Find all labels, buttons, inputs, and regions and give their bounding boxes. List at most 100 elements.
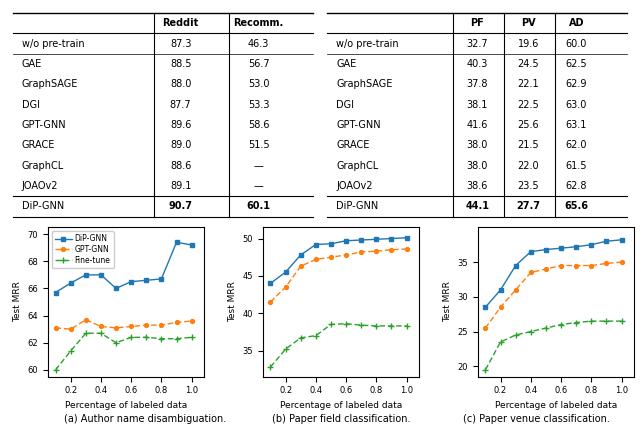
Text: PF: PF — [470, 18, 484, 28]
Fine-tune — [342, 321, 350, 326]
GPT-GNN — [618, 259, 625, 265]
Text: 24.5: 24.5 — [518, 59, 539, 69]
GPT-GNN — [542, 266, 550, 271]
GPT-GNN — [52, 325, 60, 330]
Text: —: — — [253, 161, 264, 171]
DiP-GNN — [52, 290, 60, 295]
Text: 61.5: 61.5 — [566, 161, 587, 171]
Text: (b) Paper field classification.: (b) Paper field classification. — [271, 414, 410, 424]
GPT-GNN — [602, 261, 610, 266]
GPT-GNN — [388, 247, 396, 252]
Text: 53.3: 53.3 — [248, 100, 269, 110]
Text: 88.0: 88.0 — [170, 79, 191, 89]
Text: 62.8: 62.8 — [566, 181, 587, 191]
GPT-GNN — [497, 305, 504, 310]
GPT-GNN — [267, 300, 275, 305]
Text: 60.0: 60.0 — [566, 39, 587, 48]
Text: 56.7: 56.7 — [248, 59, 269, 69]
Text: 62.0: 62.0 — [566, 140, 587, 150]
Y-axis label: Test MRR: Test MRR — [13, 281, 22, 323]
Fine-tune — [282, 346, 289, 352]
Text: 63.0: 63.0 — [566, 100, 587, 110]
Text: GraphCL: GraphCL — [337, 161, 379, 171]
DiP-GNN — [67, 281, 74, 286]
DiP-GNN — [297, 252, 305, 258]
DiP-GNN — [618, 237, 625, 242]
Text: Recomm.: Recomm. — [234, 18, 284, 28]
Line: DiP-GNN: DiP-GNN — [483, 238, 623, 309]
GPT-GNN — [67, 326, 74, 332]
DiP-GNN — [403, 235, 410, 240]
DiP-GNN — [157, 276, 165, 281]
DiP-GNN — [481, 305, 489, 310]
Text: (a) Author name disambiguation.: (a) Author name disambiguation. — [65, 414, 227, 424]
DiP-GNN — [97, 272, 105, 278]
Y-axis label: Test MRR: Test MRR — [443, 281, 452, 323]
Text: DiP-GNN: DiP-GNN — [337, 201, 379, 211]
Fine-tune — [188, 335, 195, 340]
Fine-tune — [52, 367, 60, 372]
Text: 88.6: 88.6 — [170, 161, 191, 171]
Fine-tune — [512, 333, 520, 338]
Fine-tune — [67, 348, 74, 353]
Line: GPT-GNN: GPT-GNN — [483, 260, 623, 330]
DiP-GNN — [372, 237, 380, 242]
DiP-GNN — [357, 237, 365, 242]
Text: JOAOv2: JOAOv2 — [22, 181, 58, 191]
Text: GPT-GNN: GPT-GNN — [337, 120, 381, 130]
Fine-tune — [267, 365, 275, 370]
GPT-GNN — [282, 284, 289, 290]
DiP-GNN — [143, 278, 150, 283]
GPT-GNN — [297, 264, 305, 269]
Text: 19.6: 19.6 — [518, 39, 539, 48]
Text: —: — — [253, 181, 264, 191]
Text: GraphCL: GraphCL — [22, 161, 64, 171]
Text: 46.3: 46.3 — [248, 39, 269, 48]
GPT-GNN — [342, 252, 350, 258]
DiP-GNN — [572, 244, 580, 249]
Text: 62.5: 62.5 — [565, 59, 587, 69]
Text: PV: PV — [521, 18, 536, 28]
Text: 58.6: 58.6 — [248, 120, 269, 130]
Text: w/o pre-train: w/o pre-train — [22, 39, 84, 48]
Fine-tune — [497, 339, 504, 345]
Line: DiP-GNN: DiP-GNN — [269, 236, 408, 285]
DiP-GNN — [173, 239, 180, 245]
DiP-GNN — [512, 263, 520, 268]
Text: 27.7: 27.7 — [516, 201, 540, 211]
Text: 21.5: 21.5 — [518, 140, 539, 150]
Legend: DiP-GNN, GPT-GNN, Fine-tune: DiP-GNN, GPT-GNN, Fine-tune — [52, 231, 114, 268]
Text: GraphSAGE: GraphSAGE — [337, 79, 393, 89]
GPT-GNN — [127, 324, 135, 329]
Fine-tune — [403, 323, 410, 329]
Fine-tune — [602, 319, 610, 324]
DiP-GNN — [267, 281, 275, 286]
GPT-GNN — [312, 257, 320, 262]
Text: 38.0: 38.0 — [467, 140, 488, 150]
Text: 37.8: 37.8 — [467, 79, 488, 89]
GPT-GNN — [372, 249, 380, 254]
Line: Fine-tune: Fine-tune — [268, 321, 410, 370]
GPT-GNN — [82, 317, 90, 322]
Text: w/o pre-train: w/o pre-train — [337, 39, 399, 48]
Fine-tune — [588, 319, 595, 324]
Text: 23.5: 23.5 — [518, 181, 539, 191]
Fine-tune — [357, 323, 365, 328]
Fine-tune — [618, 319, 625, 324]
Text: 22.0: 22.0 — [518, 161, 539, 171]
Text: 38.0: 38.0 — [467, 161, 488, 171]
Text: 22.5: 22.5 — [517, 100, 539, 110]
Text: 87.3: 87.3 — [170, 39, 191, 48]
DiP-GNN — [342, 238, 350, 243]
Fine-tune — [112, 340, 120, 346]
Text: 41.6: 41.6 — [467, 120, 488, 130]
GPT-GNN — [188, 318, 195, 323]
Text: AD: AD — [568, 18, 584, 28]
Text: JOAOv2: JOAOv2 — [337, 181, 373, 191]
Text: 89.1: 89.1 — [170, 181, 191, 191]
Text: 90.7: 90.7 — [168, 201, 193, 211]
Text: (c) Paper venue classification.: (c) Paper venue classification. — [463, 414, 609, 424]
GPT-GNN — [527, 270, 534, 275]
X-axis label: Percentage of labeled data: Percentage of labeled data — [495, 401, 617, 410]
GPT-GNN — [572, 263, 580, 268]
